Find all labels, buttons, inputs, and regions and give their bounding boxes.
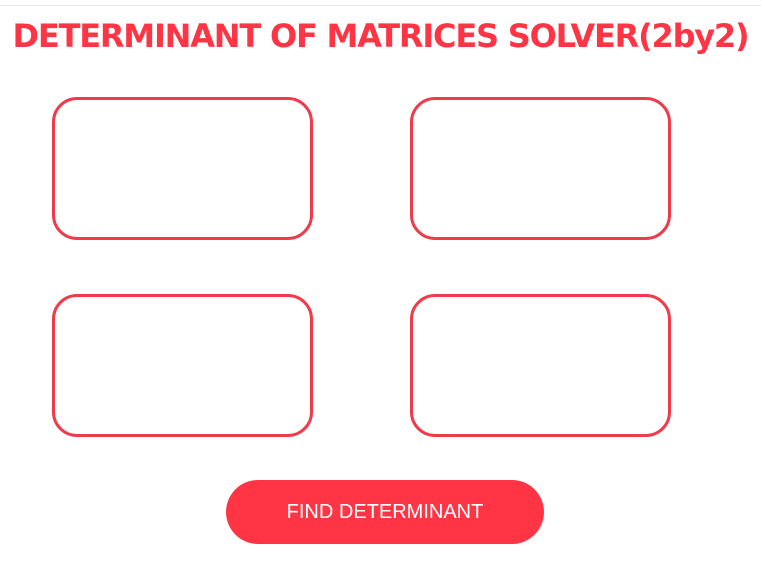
matrix-cell-a21[interactable] [52,294,313,437]
matrix-cell-a12[interactable] [410,97,671,240]
matrix-cell-a11[interactable] [52,97,313,240]
page-title: DETERMINANT OF MATRICES SOLVER(2by2) [12,17,750,55]
find-determinant-button[interactable]: FIND DETERMINANT [226,480,544,544]
top-divider [0,5,761,6]
matrix-cell-a22[interactable] [410,294,671,437]
